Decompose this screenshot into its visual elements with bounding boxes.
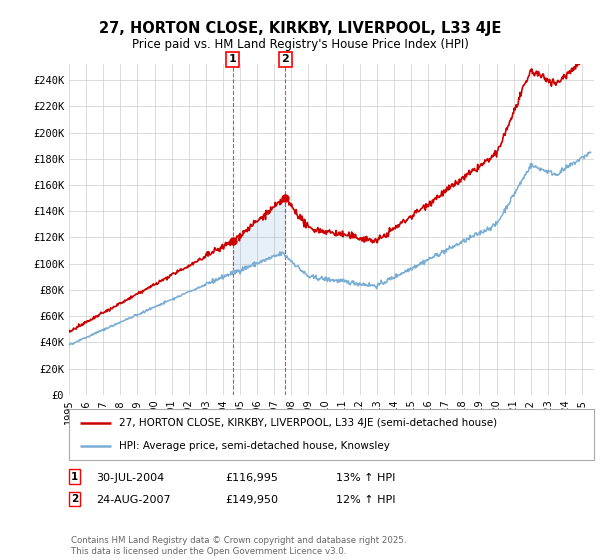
Text: Price paid vs. HM Land Registry's House Price Index (HPI): Price paid vs. HM Land Registry's House … — [131, 38, 469, 51]
Text: 27, HORTON CLOSE, KIRKBY, LIVERPOOL, L33 4JE (semi-detached house): 27, HORTON CLOSE, KIRKBY, LIVERPOOL, L33… — [119, 418, 497, 428]
Text: Contains HM Land Registry data © Crown copyright and database right 2025.
This d: Contains HM Land Registry data © Crown c… — [71, 536, 406, 556]
Text: £116,995: £116,995 — [225, 473, 278, 483]
Text: 2: 2 — [71, 494, 78, 504]
Text: 30-JUL-2004: 30-JUL-2004 — [96, 473, 164, 483]
Text: HPI: Average price, semi-detached house, Knowsley: HPI: Average price, semi-detached house,… — [119, 441, 390, 451]
Text: 13% ↑ HPI: 13% ↑ HPI — [336, 473, 395, 483]
Text: 1: 1 — [71, 472, 78, 482]
Text: 27, HORTON CLOSE, KIRKBY, LIVERPOOL, L33 4JE: 27, HORTON CLOSE, KIRKBY, LIVERPOOL, L33… — [99, 21, 501, 36]
Text: £149,950: £149,950 — [225, 495, 278, 505]
Text: 24-AUG-2007: 24-AUG-2007 — [96, 495, 170, 505]
Text: 1: 1 — [229, 54, 236, 64]
Text: 12% ↑ HPI: 12% ↑ HPI — [336, 495, 395, 505]
Text: 2: 2 — [281, 54, 289, 64]
